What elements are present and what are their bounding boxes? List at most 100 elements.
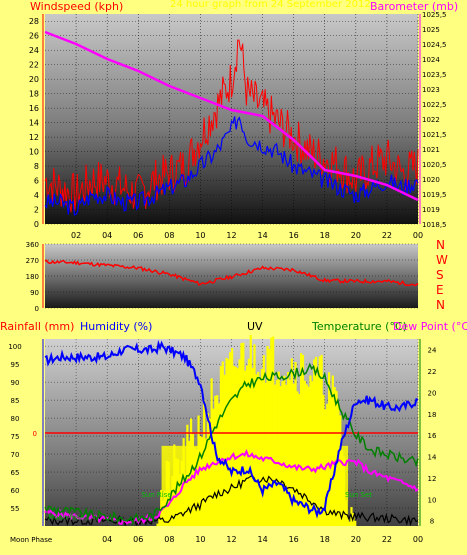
- baro-y-tick-label: 1019,5: [422, 191, 447, 199]
- wind-y-tick-label: 24: [29, 46, 39, 55]
- baro-y-tick-label: 1021: [422, 146, 440, 154]
- uv-axis-title: UV: [247, 320, 263, 333]
- chart-title: 24 hour graph from 24 September 2012: [170, 0, 371, 10]
- wind-y-tick-label: 4: [34, 191, 39, 200]
- baro-y-tick-label: 1025,5: [422, 11, 447, 19]
- wind-average-series: [44, 116, 419, 216]
- x-tick-label: 16: [289, 231, 299, 240]
- baro-y-tick-label: 1018,5: [422, 221, 447, 229]
- temperature-y-tick-label: 20: [428, 389, 437, 397]
- baro-y-tick-label: 1022: [422, 116, 440, 124]
- wind-y-tick-label: 26: [29, 32, 39, 41]
- temperature-y-tick-label: 22: [428, 368, 437, 376]
- humidity-series: [44, 339, 419, 519]
- dewpoint-axis-title: Dew Point (°C): [393, 320, 467, 333]
- baro-y-tick-label: 1024,5: [422, 41, 447, 49]
- baro-y-tick-label: 1021,5: [422, 131, 447, 139]
- wind-y-tick-label: 0: [34, 220, 39, 229]
- compass-e: E: [436, 283, 444, 297]
- wind-y-tick-label: 14: [29, 119, 39, 128]
- bottom-x-tick-label: 16: [289, 535, 299, 544]
- humidity-y-tick-label: 75: [11, 433, 20, 441]
- humidity-y-tick-label: 80: [11, 415, 20, 423]
- temperature-axis-title: Temperature (°C): [312, 320, 407, 333]
- wind-y-tick-label: 28: [29, 17, 39, 26]
- humidity-axis-title: Humidity (%): [80, 320, 153, 333]
- bottom-x-tick-label: 22: [382, 535, 392, 544]
- x-tick-label: 02: [71, 231, 81, 240]
- baro-y-tick-label: 1025: [422, 26, 440, 34]
- x-tick-label: 18: [320, 231, 330, 240]
- x-tick-label: 12: [226, 231, 236, 240]
- humidity-y-tick-label: 65: [11, 469, 20, 477]
- bottom-x-tick-label: 00: [413, 535, 423, 544]
- temperature-y-tick-label: 8: [430, 518, 434, 526]
- bottom-x-tick-label: 14: [257, 535, 267, 544]
- temperature-y-tick-label: 12: [428, 475, 437, 483]
- baro-y-tick-label: 1022,5: [422, 101, 447, 109]
- baro-y-tick-label: 1020: [422, 176, 440, 184]
- temperature-y-tick-label: 16: [428, 432, 437, 440]
- humidity-y-tick-label: 55: [11, 505, 20, 513]
- wind-y-tick-label: 8: [34, 162, 39, 171]
- bottom-x-tick-label: 04: [102, 535, 112, 544]
- temperature-y-tick-label: 18: [428, 411, 437, 419]
- x-tick-label: 14: [257, 231, 267, 240]
- baro-y-tick-label: 1023: [422, 86, 440, 94]
- compass-n-top: N: [436, 238, 445, 252]
- compass-s: S: [436, 268, 444, 282]
- moonrise-annotation: Moon Rise: [48, 514, 84, 522]
- humidity-y-tick-label: 90: [11, 379, 20, 387]
- baro-y-tick-label: 1023,5: [422, 71, 447, 79]
- temperature-y-tick-label: 10: [428, 496, 437, 504]
- humidity-y-tick-label: 70: [11, 451, 20, 459]
- rainfall-axis-title: Rainfall (mm): [0, 320, 75, 333]
- x-tick-label: 20: [351, 231, 361, 240]
- windspeed-axis-title: Windspeed (kph): [30, 0, 124, 13]
- wind-barometer-chart: 02 04 06 08 10 12 14 16 18 20 22 000246810121416182…: [29, 11, 447, 240]
- baro-y-tick-label: 1024: [422, 56, 440, 64]
- x-tick-label: 22: [382, 231, 392, 240]
- moon-phase-label: Moon Phase: [10, 536, 52, 544]
- bottom-x-tick-label: 18: [320, 535, 330, 544]
- sunrise-annotation: Sun Rise: [141, 491, 171, 499]
- temperature-series: [44, 362, 419, 526]
- direction-y-tick-label: 0: [35, 305, 39, 313]
- direction-y-tick-label: 90: [30, 289, 39, 297]
- bottom-x-tick-label: 06: [133, 535, 143, 544]
- wind-direction-series: [44, 259, 419, 287]
- barometer-series: [44, 30, 419, 202]
- sunset-annotation: Sun Set: [345, 491, 372, 499]
- wind-y-tick-label: 22: [29, 61, 39, 70]
- temperature-y-tick-label: 24: [428, 347, 437, 355]
- dewpoint-series: [44, 448, 419, 526]
- bottom-x-tick-label: 20: [351, 535, 361, 544]
- rain-y-tick-label: 0: [33, 430, 37, 438]
- baro-y-tick-label: 1020,5: [422, 161, 447, 169]
- x-tick-label: 06: [133, 231, 143, 240]
- humidity-y-tick-label: 60: [11, 487, 20, 495]
- wind-direction-chart: 0 90 180 270 360: [26, 241, 419, 313]
- humidity-y-tick-label: 95: [11, 361, 20, 369]
- moonset-annotation: Moon Set: [283, 514, 316, 522]
- barometer-axis-title: Barometer (mb): [370, 0, 459, 13]
- temperature-humidity-chart: 5560657075808590951008101214161820222404…: [8, 335, 437, 544]
- bottom-x-tick-label: 10: [195, 535, 205, 544]
- x-tick-label: 00: [413, 231, 423, 240]
- temperature-y-tick-label: 14: [428, 454, 437, 462]
- wind-y-tick-label: 16: [29, 104, 39, 113]
- humidity-y-tick-label: 85: [11, 397, 20, 405]
- humidity-y-tick-label: 100: [8, 343, 21, 351]
- direction-y-tick-label: 180: [26, 273, 39, 281]
- baro-y-tick-label: 1019: [422, 206, 440, 214]
- compass-n-bottom: N: [436, 298, 445, 312]
- wind-y-tick-label: 6: [34, 177, 39, 186]
- wind-y-tick-label: 10: [29, 148, 39, 157]
- direction-y-tick-label: 360: [26, 241, 39, 249]
- x-tick-label: 04: [102, 231, 112, 240]
- bottom-x-tick-label: 12: [226, 535, 236, 544]
- wind-y-tick-label: 12: [29, 133, 39, 142]
- x-tick-label: 10: [195, 231, 205, 240]
- wind-y-tick-label: 20: [29, 75, 39, 84]
- compass-w: W: [436, 253, 448, 267]
